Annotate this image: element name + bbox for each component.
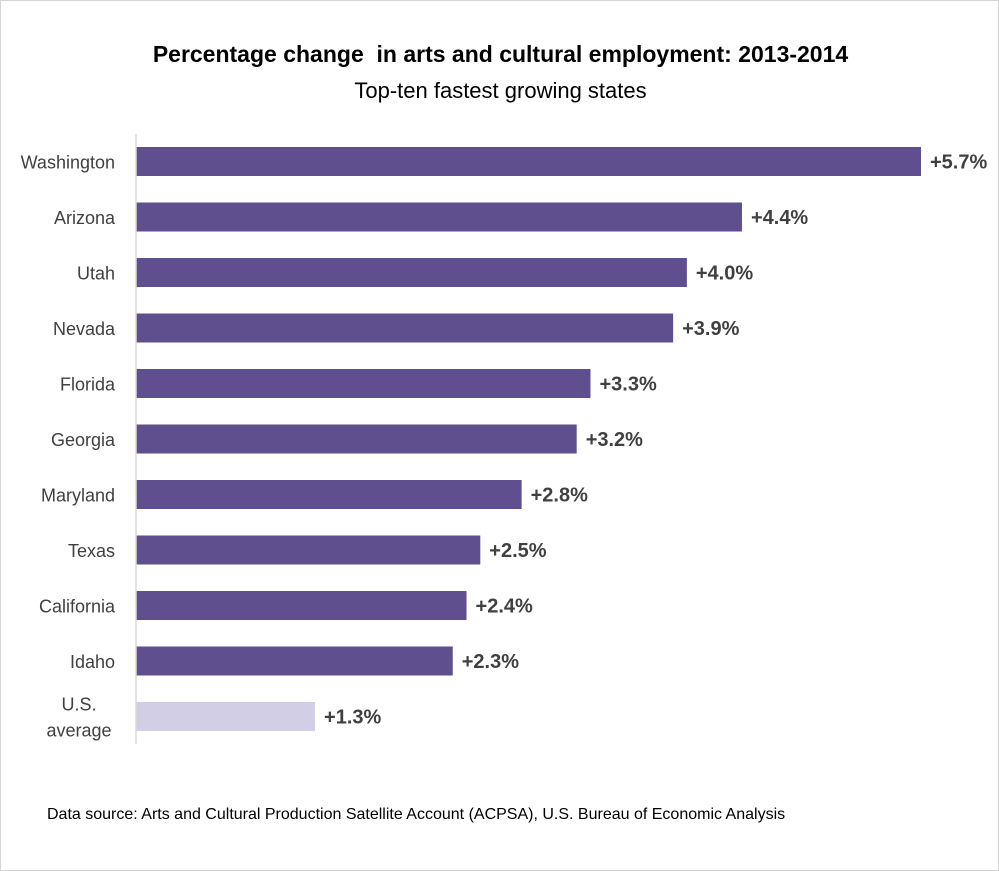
data-label-georgia: +3.2% xyxy=(586,429,643,451)
data-source-note: Data source: Arts and Cultural Productio… xyxy=(47,806,786,823)
category-label-arizona: Arizona xyxy=(54,208,116,228)
bar-utah xyxy=(136,258,687,287)
category-label-u-s-average: U.S. average xyxy=(46,695,111,741)
bar-california xyxy=(136,591,467,620)
data-label-texas: +2.5% xyxy=(489,540,546,562)
category-label-maryland: Maryland xyxy=(41,486,115,506)
data-label-utah: +4.0% xyxy=(696,263,753,285)
bar-arizona xyxy=(136,202,742,232)
bar-nevada xyxy=(136,313,674,343)
category-label-nevada: Nevada xyxy=(53,319,116,339)
bar-washington xyxy=(136,147,921,176)
data-label-idaho: +2.3% xyxy=(462,651,519,673)
data-label-washington: +5.7% xyxy=(930,152,987,174)
bar-georgia xyxy=(136,424,577,454)
data-label-u-s-average: +1.3% xyxy=(324,707,381,729)
category-label-idaho: Idaho xyxy=(70,652,115,672)
category-label-washington: Washington xyxy=(21,153,115,173)
chart-subtitle: Top-ten fastest growing states xyxy=(354,78,647,103)
bar-texas xyxy=(136,535,481,565)
bar-idaho xyxy=(136,646,453,676)
data-label-california: +2.4% xyxy=(476,596,533,618)
category-label-florida: Florida xyxy=(60,375,116,395)
data-label-nevada: +3.9% xyxy=(682,318,739,340)
bar-u-s-average xyxy=(136,702,316,731)
data-label-florida: +3.3% xyxy=(599,374,656,396)
bar-florida xyxy=(136,369,591,398)
data-label-maryland: +2.8% xyxy=(531,485,588,507)
bar-maryland xyxy=(136,480,522,509)
chart-title: Percentage change in arts and cultural e… xyxy=(152,41,849,67)
category-label-texas: Texas xyxy=(68,541,115,561)
category-label-california: California xyxy=(39,597,116,617)
data-label-arizona: +4.4% xyxy=(751,207,808,229)
category-label-utah: Utah xyxy=(77,264,115,284)
category-label-georgia: Georgia xyxy=(51,430,116,450)
